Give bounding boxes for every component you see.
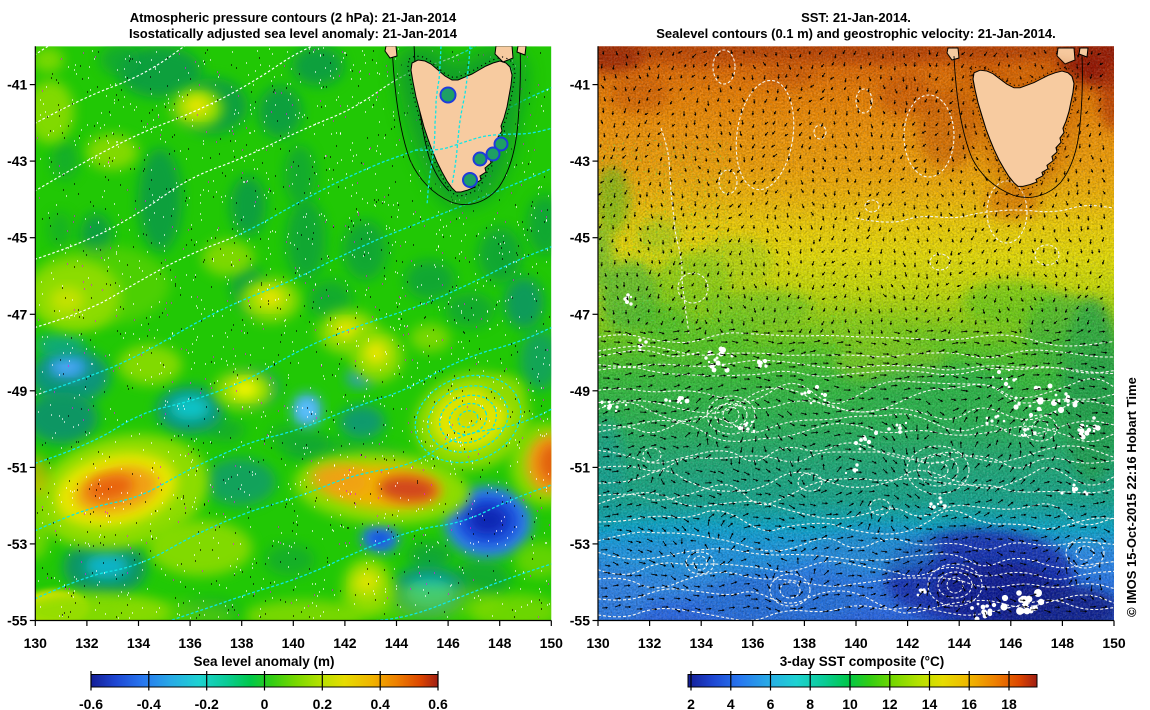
svg-text:144: 144 [948, 635, 972, 651]
svg-text:148: 148 [488, 635, 512, 651]
svg-text:Isostatically adjusted sea lev: Isostatically adjusted sea level anomaly… [129, 26, 458, 41]
svg-text:146: 146 [436, 635, 460, 651]
svg-text:0: 0 [261, 696, 269, 710]
svg-text:-47: -47 [570, 306, 590, 322]
svg-text:-53: -53 [7, 536, 27, 552]
svg-text:-53: -53 [570, 536, 590, 552]
svg-text:136: 136 [741, 635, 765, 651]
svg-text:0.4: 0.4 [370, 696, 390, 710]
svg-text:-45: -45 [7, 230, 27, 246]
svg-text:150: 150 [1102, 635, 1126, 651]
svg-text:130: 130 [586, 635, 610, 651]
svg-text:138: 138 [230, 635, 254, 651]
svg-text:SST: 21-Jan-2014.: SST: 21-Jan-2014. [801, 10, 911, 25]
svg-text:142: 142 [333, 635, 357, 651]
svg-text:136: 136 [178, 635, 202, 651]
svg-text:150: 150 [540, 635, 564, 651]
svg-text:134: 134 [127, 635, 151, 651]
svg-text:14: 14 [922, 696, 938, 710]
svg-text:10: 10 [842, 696, 858, 710]
svg-text:-49: -49 [570, 383, 590, 399]
svg-text:-41: -41 [570, 77, 590, 93]
svg-text:-55: -55 [7, 613, 27, 629]
svg-text:132: 132 [638, 635, 662, 651]
svg-text:132: 132 [75, 635, 99, 651]
svg-text:148: 148 [1051, 635, 1075, 651]
svg-text:4: 4 [727, 696, 735, 710]
svg-text:Sea level anomaly (m): Sea level anomaly (m) [193, 654, 334, 669]
svg-text:8: 8 [806, 696, 814, 710]
svg-text:146: 146 [999, 635, 1023, 651]
svg-text:140: 140 [282, 635, 306, 651]
svg-text:-43: -43 [7, 153, 27, 169]
svg-text:-43: -43 [570, 153, 590, 169]
svg-text:138: 138 [793, 635, 817, 651]
svg-text:Atmospheric pressure contours: Atmospheric pressure contours (2 hPa): 2… [130, 10, 457, 25]
svg-text:130: 130 [24, 635, 48, 651]
svg-text:12: 12 [882, 696, 898, 710]
svg-text:-0.4: -0.4 [137, 696, 161, 710]
svg-text:0.2: 0.2 [313, 696, 333, 710]
svg-text:-45: -45 [570, 230, 590, 246]
svg-text:-51: -51 [7, 459, 27, 475]
svg-text:-0.2: -0.2 [195, 696, 219, 710]
svg-text:-55: -55 [570, 613, 590, 629]
svg-text:-0.6: -0.6 [79, 696, 103, 710]
svg-text:144: 144 [385, 635, 409, 651]
svg-text:-51: -51 [570, 459, 590, 475]
svg-text:Sealevel contours (0.1 m) and: Sealevel contours (0.1 m) and geostrophi… [656, 26, 1056, 41]
svg-text:-47: -47 [7, 306, 27, 322]
svg-text:© IMOS 15-Oct-2015 22:16 Hobar: © IMOS 15-Oct-2015 22:16 Hobart Time [1124, 377, 1139, 617]
svg-text:-41: -41 [7, 77, 27, 93]
svg-text:18: 18 [1001, 696, 1017, 710]
svg-text:16: 16 [961, 696, 977, 710]
svg-text:-49: -49 [7, 383, 27, 399]
svg-text:2: 2 [687, 696, 695, 710]
svg-text:6: 6 [767, 696, 775, 710]
svg-text:134: 134 [690, 635, 714, 651]
svg-text:3-day SST composite (°C): 3-day SST composite (°C) [780, 654, 944, 669]
svg-text:0.6: 0.6 [428, 696, 448, 710]
svg-text:140: 140 [844, 635, 868, 651]
svg-text:142: 142 [896, 635, 920, 651]
